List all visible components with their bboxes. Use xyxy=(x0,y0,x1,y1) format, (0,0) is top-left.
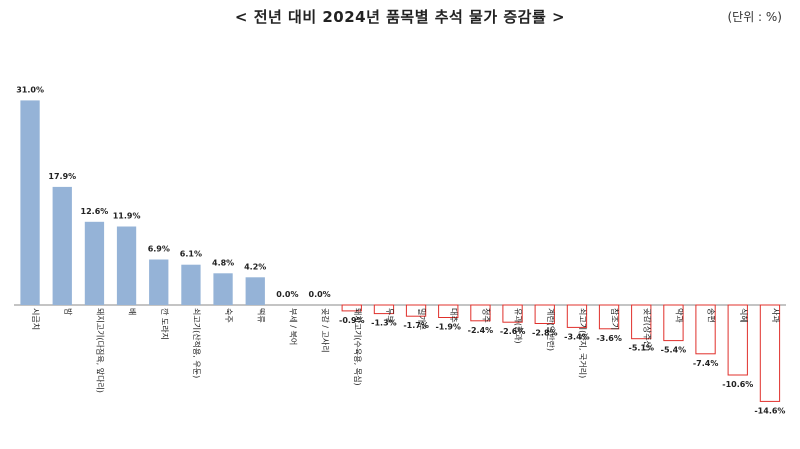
value-label-4: 6.9% xyxy=(148,245,170,254)
bar-16 xyxy=(534,304,555,324)
category-label-13: 대추 xyxy=(449,308,458,323)
value-label-18: -3.6% xyxy=(596,334,622,343)
category-label-19: 곶감(상주산) xyxy=(642,308,652,351)
bar-21 xyxy=(695,304,716,355)
bar-1 xyxy=(52,186,72,305)
value-label-5: 6.1% xyxy=(180,250,202,259)
unit-label: (단위 : %) xyxy=(727,10,782,24)
value-labels-group: 31.0% 17.9% 12.6% 11.9% 6.9% 6.1% 4.8% 4.2% 0.0%… xyxy=(16,85,785,415)
bar-19 xyxy=(631,304,652,340)
bar-6 xyxy=(213,273,233,305)
bar-15 xyxy=(502,304,523,323)
value-label-10: -0.9% xyxy=(339,316,365,325)
category-label-22: 식혜 xyxy=(739,308,748,323)
value-label-0: 31.0% xyxy=(16,85,44,94)
category-label-12: 밀가루 xyxy=(417,308,426,330)
category-label-1: 밤 xyxy=(63,308,73,316)
category-label-17: 쇠고기(양지, 국거리) xyxy=(578,308,587,378)
category-label-7: 떡류 xyxy=(256,308,266,323)
bar-12 xyxy=(405,304,427,317)
value-label-1: 17.9% xyxy=(48,172,76,181)
bar-14 xyxy=(470,304,491,322)
bar-23 xyxy=(759,304,781,402)
category-label-5: 쇠고기(산적용, 우둔) xyxy=(192,308,202,378)
category-label-23: 사과 xyxy=(771,308,780,323)
bars-group xyxy=(20,100,781,402)
category-label-21: 송편 xyxy=(707,308,717,323)
chart-title: < 전년 대비 2024년 품목별 추석 물가 증감률 > xyxy=(234,8,566,26)
category-label-2: 돼지고기(다짐육, 앞다리) xyxy=(95,308,105,393)
value-label-12: -1.7% xyxy=(403,321,429,330)
value-label-6: 4.8% xyxy=(212,258,234,267)
category-label-10: 돼지고기(수육용, 목심) xyxy=(353,308,363,386)
value-label-3: 11.9% xyxy=(113,212,141,221)
category-label-8: 부세 / 북어 xyxy=(288,308,298,345)
value-label-15: -2.6% xyxy=(500,327,526,336)
bar-0 xyxy=(20,100,40,306)
category-label-0: 시금치 xyxy=(31,308,40,330)
category-label-20: 약과 xyxy=(674,308,684,323)
bar-22 xyxy=(727,304,748,376)
category-label-3: 배 xyxy=(128,308,137,315)
category-labels-group: 시금치 밤 돼지고기(다짐육, 앞다리) 배 깐 도라지 쇠고기(산적용, 우둔) 숙주 떡류… xyxy=(31,308,780,393)
category-label-11: 두부 xyxy=(385,308,394,323)
bar-17 xyxy=(566,304,588,328)
category-label-6: 숙주 xyxy=(224,308,233,323)
value-label-2: 12.6% xyxy=(81,207,109,216)
value-label-14: -2.4% xyxy=(468,326,494,335)
category-label-16: 계란(일반란) xyxy=(546,308,556,351)
value-label-11: -1.3% xyxy=(371,319,397,328)
bar-11 xyxy=(373,304,395,315)
value-label-8: 0.0% xyxy=(276,290,298,299)
bar-10 xyxy=(341,304,362,312)
bar-7 xyxy=(245,277,265,305)
bar-20 xyxy=(663,304,684,342)
bar-5 xyxy=(181,264,201,305)
value-label-7: 4.2% xyxy=(244,262,266,271)
value-label-23: -14.6% xyxy=(754,406,785,415)
value-label-20: -5.4% xyxy=(661,346,687,355)
value-label-21: -7.4% xyxy=(693,359,719,368)
value-label-9: 0.0% xyxy=(309,290,331,299)
category-label-15: 유과(한과) xyxy=(514,308,523,344)
value-label-22: -10.6% xyxy=(722,380,753,389)
category-label-9: 곶감 / 고사리 xyxy=(321,308,331,353)
value-label-16: -2.8% xyxy=(532,329,558,338)
bar-18 xyxy=(598,304,620,330)
bar-13 xyxy=(438,304,459,318)
category-label-14: 청주 xyxy=(481,308,490,323)
category-label-4: 깐 도라지 xyxy=(160,308,170,340)
bar-2 xyxy=(84,221,105,305)
value-label-19: -5.1% xyxy=(629,344,655,353)
bar-4 xyxy=(149,259,169,305)
value-label-13: -1.9% xyxy=(435,323,461,332)
category-label-18: 참조기 xyxy=(610,308,620,330)
value-label-17: -3.4% xyxy=(564,332,590,341)
bar-3 xyxy=(116,226,137,305)
